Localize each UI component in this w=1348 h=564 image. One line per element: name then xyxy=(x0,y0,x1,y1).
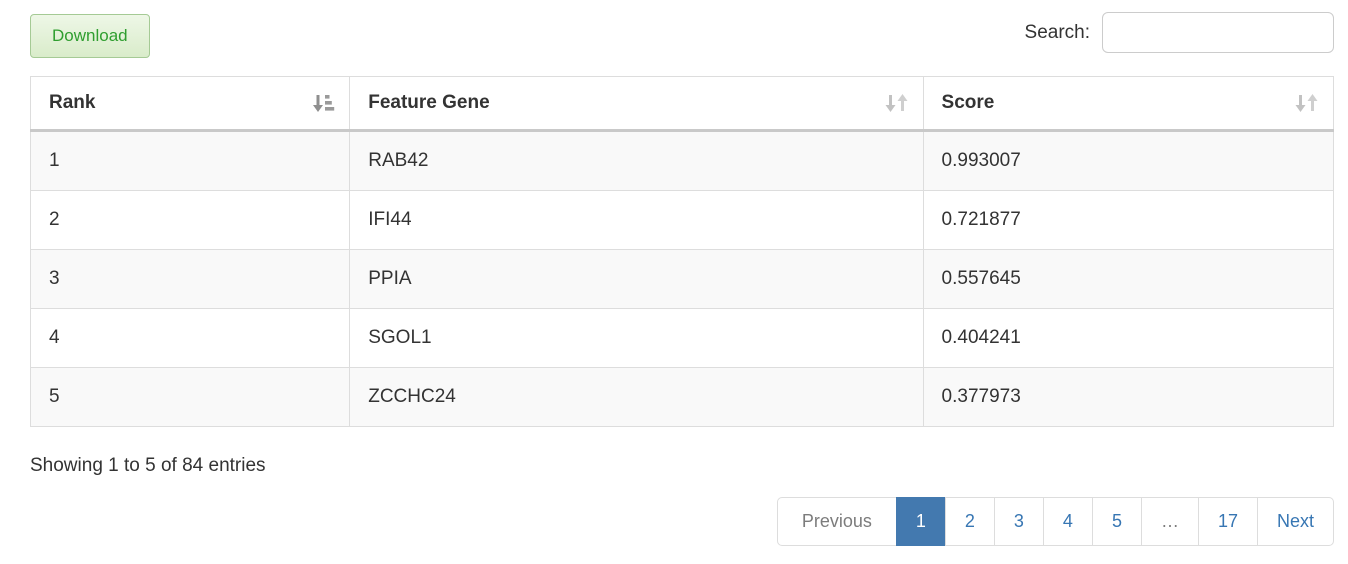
gene-cell: ZCCHC24 xyxy=(349,367,924,427)
table-body: 1 RAB42 0.993007 2 IFI44 0.721877 3 PPIA… xyxy=(29,130,1335,427)
pagination-area: Previous 1 2 3 4 5 … 17 xyxy=(30,497,1334,546)
pagination-ellipsis-label: … xyxy=(1140,497,1199,546)
pagination-page-4[interactable]: 4 xyxy=(1042,497,1093,546)
gene-score-table: Rank Feature Gene xyxy=(29,76,1335,427)
pagination-next-label[interactable]: Next xyxy=(1256,497,1334,546)
entries-status-text: Showing 1 to 5 of 84 entries xyxy=(30,455,266,476)
table-row: 1 RAB42 0.993007 xyxy=(29,130,1335,191)
rank-cell: 5 xyxy=(29,367,351,427)
page-container: Download Search: Rank xyxy=(29,12,1335,546)
sort-both-icon xyxy=(884,92,909,114)
pagination-page-1[interactable]: 1 xyxy=(895,497,946,546)
pagination-next[interactable]: Next xyxy=(1256,497,1334,546)
pagination-ellipsis: … xyxy=(1140,497,1199,546)
pagination-page-17-label[interactable]: 17 xyxy=(1197,497,1258,546)
rank-cell: 3 xyxy=(29,249,351,309)
column-header-score[interactable]: Score xyxy=(922,76,1335,132)
pagination-page-3[interactable]: 3 xyxy=(993,497,1044,546)
pagination-page-5[interactable]: 5 xyxy=(1091,497,1142,546)
gene-cell: IFI44 xyxy=(349,190,924,250)
column-header-feature-gene-label: Feature Gene xyxy=(368,92,490,113)
download-button[interactable]: Download xyxy=(30,14,150,58)
search-label: Search: xyxy=(1024,21,1090,43)
pagination-previous[interactable]: Previous xyxy=(776,497,897,546)
table-header: Rank Feature Gene xyxy=(29,76,1335,132)
pagination-page-2[interactable]: 2 xyxy=(944,497,995,546)
rank-cell: 2 xyxy=(29,190,351,250)
column-header-rank[interactable]: Rank xyxy=(29,76,351,132)
gene-cell: PPIA xyxy=(349,249,924,309)
pagination: Previous 1 2 3 4 5 … 17 xyxy=(776,497,1334,546)
pagination-page-4-label[interactable]: 4 xyxy=(1042,497,1093,546)
score-cell: 0.721877 xyxy=(922,190,1335,250)
pagination-page-1-label[interactable]: 1 xyxy=(895,497,946,546)
header-row: Rank Feature Gene xyxy=(29,76,1335,132)
score-cell: 0.557645 xyxy=(922,249,1335,309)
table-row: 3 PPIA 0.557645 xyxy=(29,249,1335,309)
score-cell: 0.377973 xyxy=(922,367,1335,427)
sort-amount-asc-icon xyxy=(312,92,335,114)
pagination-page-17[interactable]: 17 xyxy=(1197,497,1258,546)
table-row: 5 ZCCHC24 0.377973 xyxy=(29,367,1335,427)
pagination-page-5-label[interactable]: 5 xyxy=(1091,497,1142,546)
pagination-previous-label[interactable]: Previous xyxy=(776,497,897,546)
score-cell: 0.993007 xyxy=(922,130,1335,191)
gene-cell: RAB42 xyxy=(349,130,924,191)
column-header-rank-label: Rank xyxy=(49,92,96,113)
pagination-page-3-label[interactable]: 3 xyxy=(993,497,1044,546)
table-row: 2 IFI44 0.721877 xyxy=(29,190,1335,250)
score-cell: 0.404241 xyxy=(922,308,1335,368)
pagination-page-2-label[interactable]: 2 xyxy=(944,497,995,546)
rank-cell: 4 xyxy=(29,308,351,368)
search-area: Search: xyxy=(1025,12,1334,53)
column-header-feature-gene[interactable]: Feature Gene xyxy=(349,76,924,132)
toolbar: Download Search: xyxy=(30,12,1334,58)
table-row: 4 SGOL1 0.404241 xyxy=(29,308,1335,368)
rank-cell: 1 xyxy=(29,130,351,191)
gene-cell: SGOL1 xyxy=(349,308,924,368)
sort-both-icon xyxy=(1294,92,1319,114)
search-input[interactable] xyxy=(1102,12,1334,53)
column-header-score-label: Score xyxy=(941,92,995,113)
